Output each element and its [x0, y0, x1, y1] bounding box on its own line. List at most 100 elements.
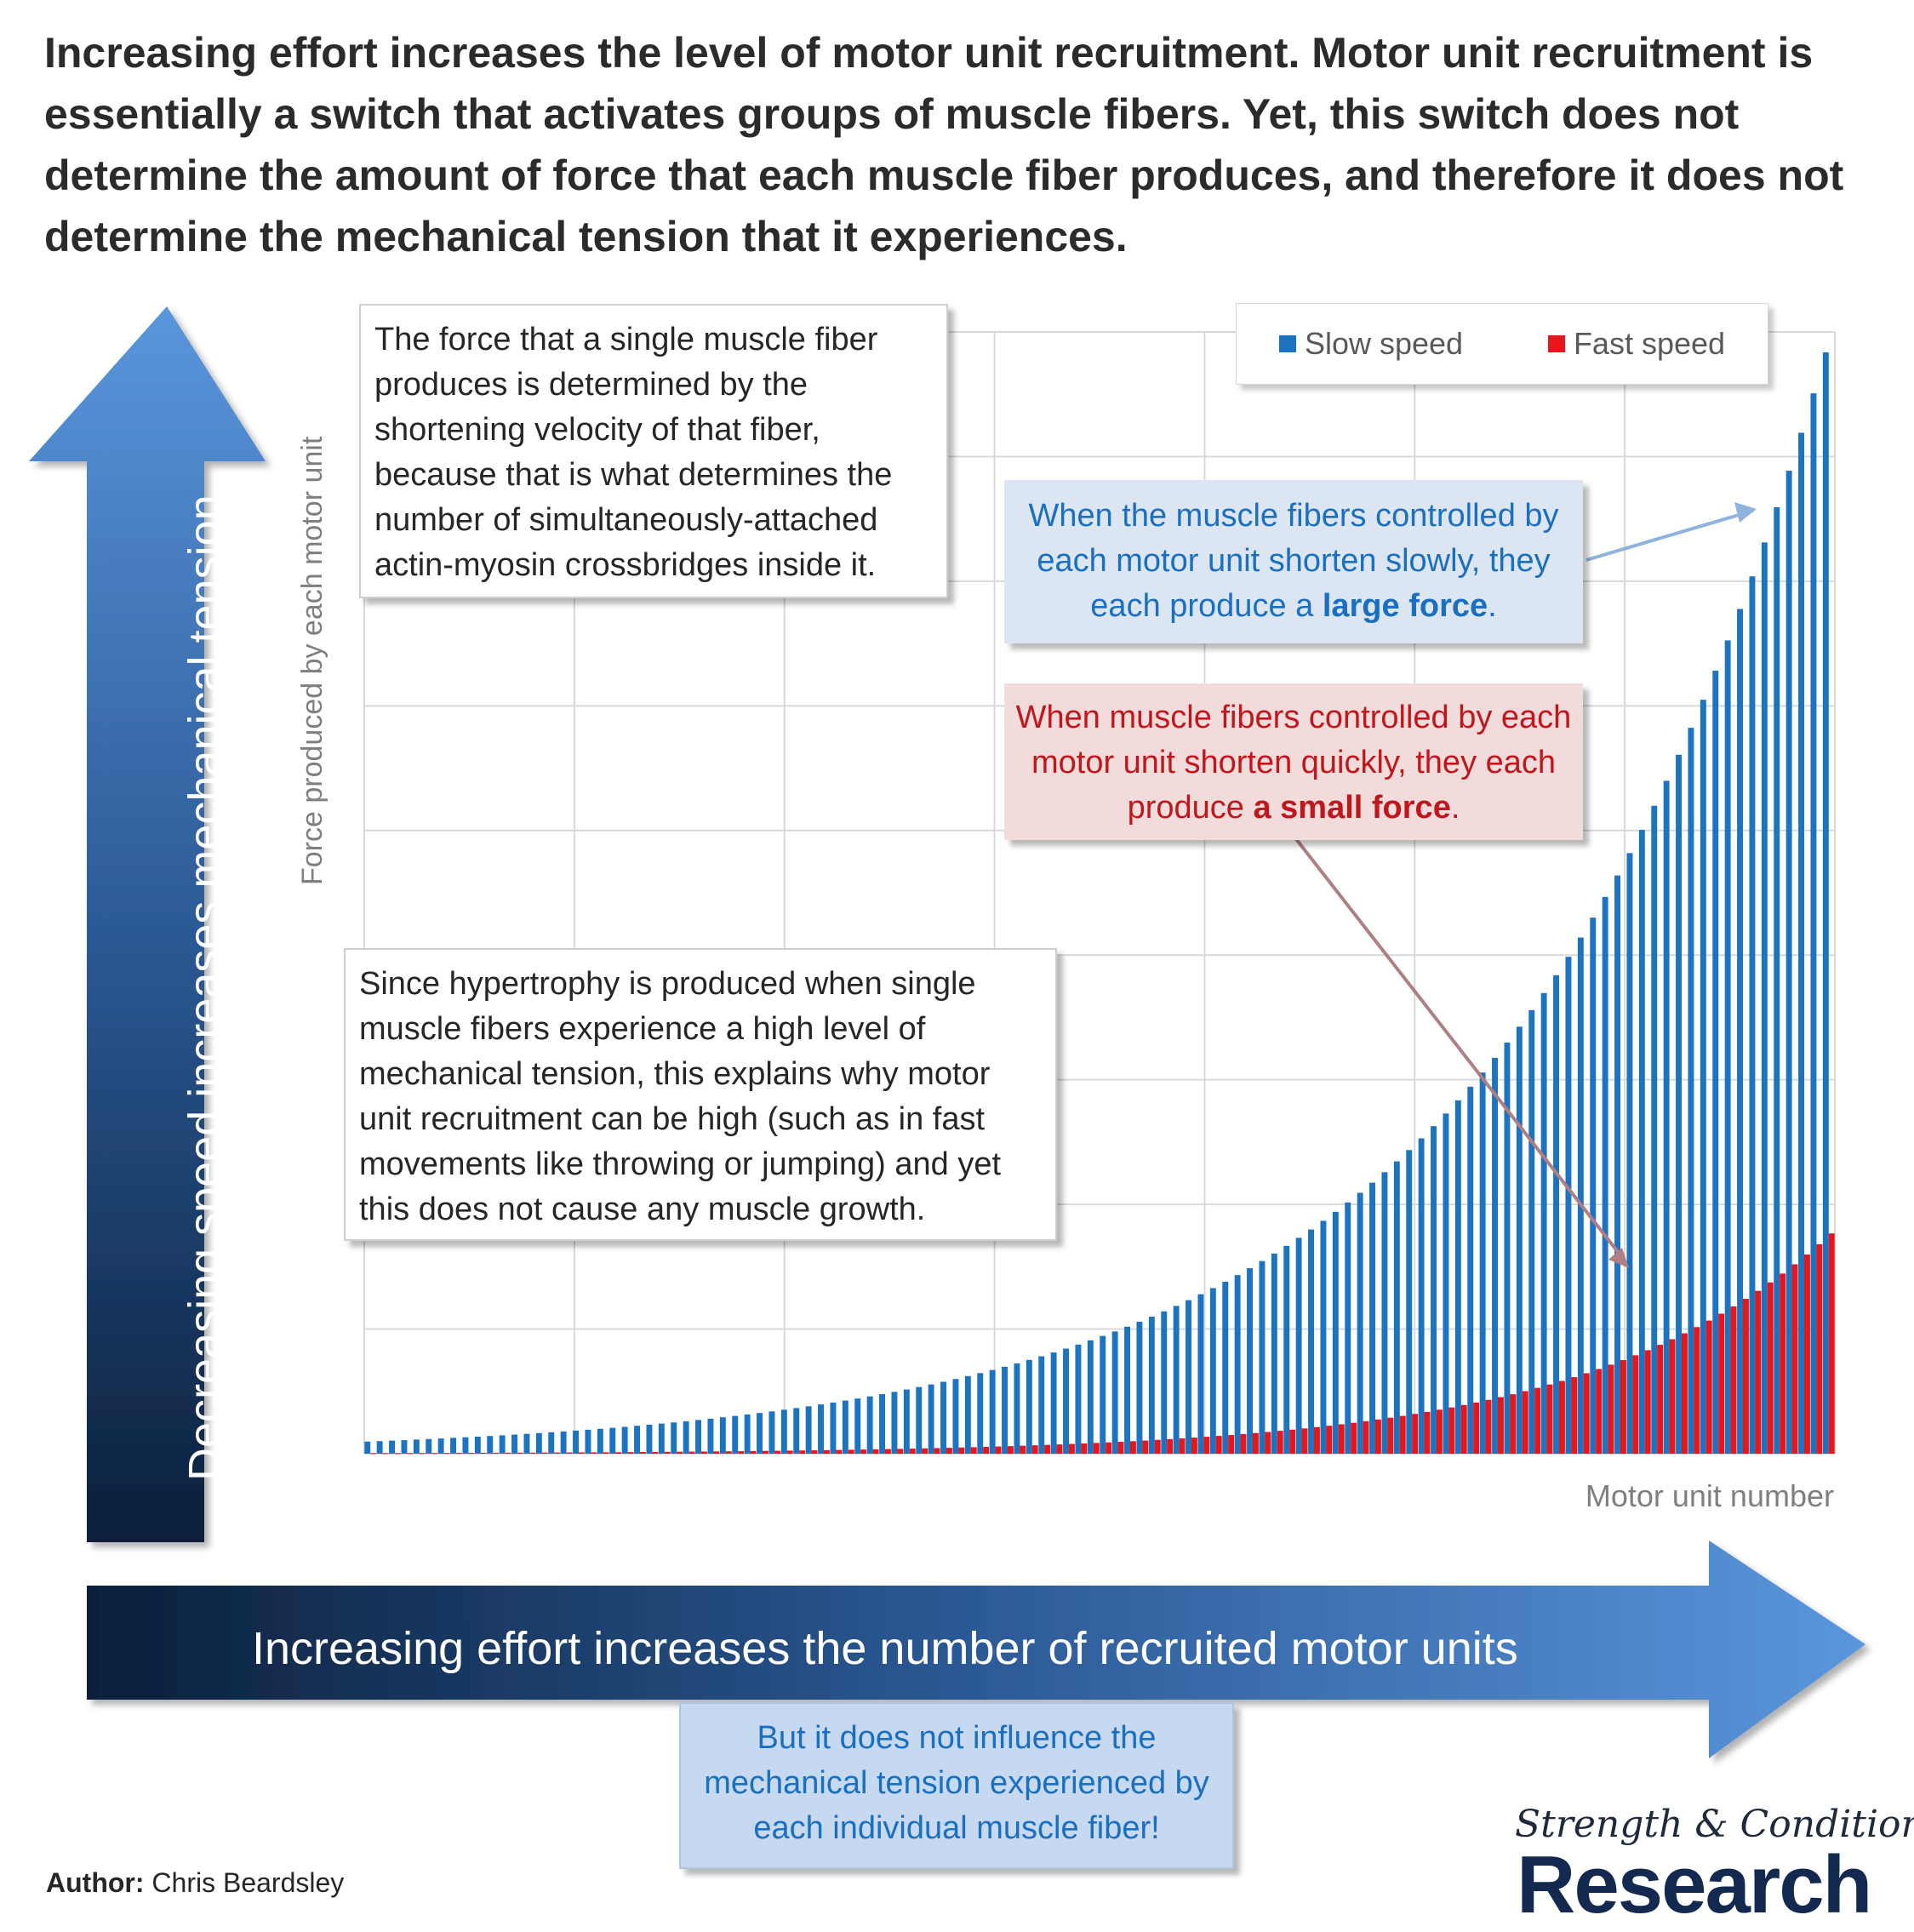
fast-speed-bar — [1583, 1373, 1590, 1454]
fast-speed-bar — [1682, 1333, 1688, 1454]
fast-speed-bar — [750, 1450, 757, 1454]
slow-callout-pointer-head — [1734, 502, 1757, 523]
slow-speed-bar — [1785, 471, 1792, 1454]
slow-speed-bar — [1614, 875, 1620, 1454]
fast-speed-bar — [1620, 1360, 1626, 1454]
slow-speed-bar — [805, 1406, 812, 1454]
slow-speed-bar — [1638, 830, 1645, 1454]
fast-speed-bar — [1289, 1429, 1296, 1454]
fast-speed-bar — [1644, 1350, 1651, 1454]
fast-speed-bar — [1106, 1442, 1112, 1454]
author-label: Author: — [46, 1867, 145, 1898]
slow-speed-bar — [462, 1437, 469, 1454]
slow-speed-bar — [450, 1438, 456, 1454]
fast-speed-bar — [652, 1451, 659, 1454]
slow-speed-bar — [1075, 1344, 1082, 1454]
fast-speed-bar — [1191, 1438, 1197, 1454]
fast-speed-bar — [1044, 1444, 1051, 1454]
legend-swatch-slow — [1278, 335, 1296, 352]
chart-legend: Slow speed Fast speed — [1236, 303, 1768, 385]
slow-speed-bar — [1590, 917, 1597, 1454]
slow-speed-bar — [1209, 1288, 1216, 1454]
fast-speed-bar — [1351, 1422, 1357, 1454]
slow-speed-bar — [1332, 1211, 1339, 1454]
slow-speed-bar — [768, 1411, 775, 1454]
slow-speed-bar — [732, 1415, 739, 1454]
slow-speed-bar — [1712, 670, 1719, 1454]
fast-speed-bar — [799, 1450, 806, 1454]
slow-speed-bar — [1124, 1326, 1130, 1454]
slow-speed-bar — [1111, 1331, 1118, 1454]
slow-speed-bar — [928, 1384, 934, 1454]
slow-speed-bar — [1737, 609, 1743, 1454]
slow-speed-bar — [866, 1396, 873, 1454]
fast-speed-bar — [1154, 1439, 1161, 1454]
slow-speed-bar — [1516, 1026, 1523, 1454]
fast-speed-bar — [1179, 1438, 1186, 1454]
slow-speed-bar — [1063, 1348, 1069, 1454]
fast-speed-bar — [1031, 1445, 1038, 1454]
slow-speed-bar — [1761, 542, 1768, 1454]
fast-speed-bar — [1473, 1402, 1480, 1454]
fast-speed-bar — [1399, 1415, 1406, 1454]
fast-speed-bar — [1203, 1437, 1210, 1454]
slow-speed-bar — [1626, 853, 1633, 1454]
fast-speed-bar — [1020, 1445, 1026, 1454]
fast-speed-bar — [1694, 1327, 1700, 1454]
slow-speed-bar — [364, 1441, 371, 1454]
slow-speed-bar — [548, 1432, 555, 1454]
slow-speed-bar — [1222, 1281, 1229, 1454]
slow-callout-text: When the muscle fibers controlled by eac… — [1028, 498, 1559, 624]
fast-speed-bar — [1375, 1419, 1381, 1454]
slow-speed-bar — [683, 1420, 689, 1454]
slow-speed-bar — [1528, 1009, 1535, 1454]
slow-speed-bar — [1724, 640, 1731, 1454]
fast-speed-bar — [1767, 1282, 1774, 1454]
fast-speed-bar — [860, 1449, 867, 1454]
fast-speed-series — [370, 1233, 1835, 1455]
slow-speed-bar — [658, 1423, 665, 1454]
fast-speed-bar — [1301, 1428, 1308, 1454]
slow-speed-bar — [1663, 780, 1670, 1454]
fast-speed-bar — [1559, 1380, 1565, 1454]
slow-speed-bar — [1234, 1275, 1241, 1454]
fast-speed-bar — [493, 1452, 500, 1454]
slow-speed-bar — [891, 1392, 898, 1454]
slow-speed-bar — [401, 1440, 408, 1454]
vertical-arrow — [29, 306, 266, 1542]
slow-speed-bar — [977, 1373, 984, 1454]
bottom-callout: But it does not influence the mechanical… — [679, 1702, 1234, 1869]
fast-speed-bar — [541, 1452, 548, 1454]
fast-speed-bar — [970, 1447, 977, 1454]
slow-callout-pointer — [1585, 509, 1754, 562]
fast-speed-bar — [848, 1449, 854, 1454]
fast-speed-bar — [664, 1451, 671, 1454]
slow-speed-bar — [916, 1386, 923, 1454]
slow-speed-bar — [1087, 1340, 1094, 1454]
slow-speed-bar — [426, 1438, 432, 1454]
slow-speed-bar — [1467, 1086, 1474, 1454]
slow-speed-bar — [707, 1418, 714, 1454]
fast-speed-bar — [738, 1451, 745, 1454]
slow-speed-bar — [964, 1375, 971, 1454]
force-velocity-callout: The force that a single muscle fiber pro… — [359, 304, 948, 598]
fast-speed-bar — [1069, 1443, 1075, 1454]
slow-speed-bar — [695, 1420, 701, 1454]
slow-speed-bar — [573, 1430, 579, 1454]
legend-swatch-fast — [1547, 335, 1565, 352]
slow-speed-bar — [940, 1381, 946, 1454]
slow-speed-bar — [1393, 1161, 1400, 1454]
slow-speed-bar — [1406, 1150, 1413, 1454]
slow-speed-bar — [1100, 1335, 1106, 1454]
slow-speed-bar — [1504, 1042, 1511, 1454]
author-credit: Author: Chris Beardsley — [46, 1867, 344, 1899]
legend-label-slow: Slow speed — [1304, 326, 1464, 361]
page-title: Increasing effort increases the level of… — [44, 29, 1844, 260]
fast-speed-callout: When muscle fibers controlled by each mo… — [1004, 683, 1583, 840]
fast-speed-bar — [591, 1452, 597, 1454]
slow-speed-bar — [523, 1433, 530, 1454]
fast-speed-bar — [677, 1451, 683, 1454]
fast-speed-bar — [995, 1446, 1002, 1454]
fast-speed-bar — [1510, 1394, 1517, 1454]
fast-speed-bar — [1522, 1391, 1528, 1454]
